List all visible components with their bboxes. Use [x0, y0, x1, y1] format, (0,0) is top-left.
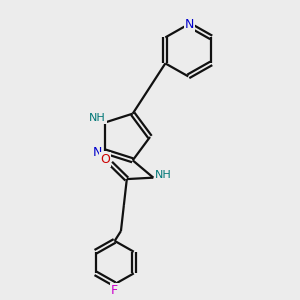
Text: O: O [100, 153, 110, 166]
Text: NH: NH [89, 113, 106, 123]
Text: NH: NH [155, 170, 171, 180]
Text: N: N [93, 146, 102, 159]
Text: N: N [185, 18, 194, 31]
Text: F: F [111, 284, 118, 297]
